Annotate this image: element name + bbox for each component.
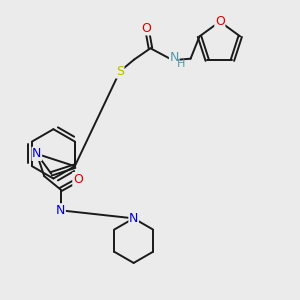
Text: N: N <box>169 51 179 64</box>
Text: S: S <box>116 65 124 78</box>
Text: O: O <box>215 15 225 28</box>
Text: N: N <box>32 147 41 161</box>
Text: H: H <box>177 59 185 69</box>
Text: O: O <box>73 172 83 186</box>
Text: N: N <box>129 212 138 225</box>
Text: O: O <box>141 22 151 35</box>
Text: N: N <box>56 204 65 217</box>
